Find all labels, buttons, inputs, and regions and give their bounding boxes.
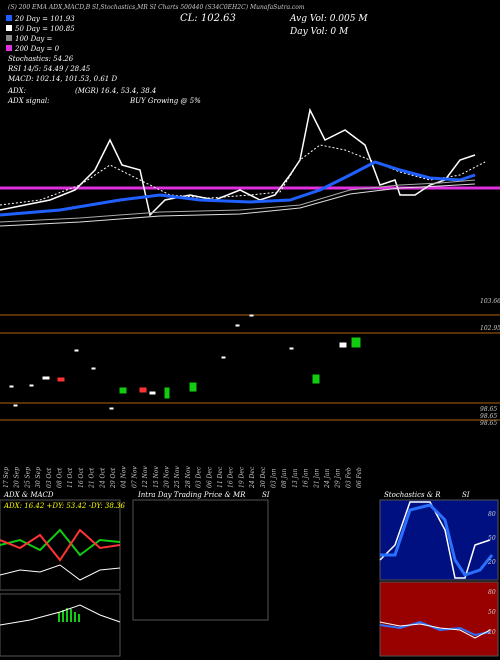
macd-panel [0, 593, 121, 657]
stoch-tick: 20 [487, 559, 496, 566]
date-label: 21 Jan [313, 468, 320, 489]
rsi-tick: 20 [487, 629, 496, 636]
date-label: 16 Jan [303, 468, 310, 488]
macd: MACD: 102.14, 101.53, 0.61 D [7, 75, 117, 83]
date-label: 16 Oct [78, 467, 85, 488]
stoch-k [379, 501, 491, 579]
adx: ADX: [7, 87, 26, 95]
stoch: Stochastics: 54.26 [8, 55, 74, 63]
date-label: 24 Oct [99, 467, 106, 489]
legend-swatch [6, 45, 12, 51]
rsi: RSI 14/5: 54.49 / 28.45 [7, 65, 91, 73]
stoch-title: Stochastics & R [384, 491, 441, 499]
date-label: 25 Nov [174, 466, 181, 489]
intra-si: SI [262, 491, 270, 499]
date-axis: 17 Sep 20 Sep 25 Sep 30 Sep 03 Oct 08 Oct 11 O… [3, 466, 363, 489]
date-label: 11 Oct [67, 467, 74, 488]
adx-values: (MGR) 16.4, 53.4, 38.4 [75, 87, 156, 95]
date-label: 17 Sep [3, 467, 10, 488]
plus-di [0, 528, 121, 557]
date-label: 06 Feb [356, 467, 363, 488]
date-label: 03 Dec [196, 466, 203, 488]
stoch-tick: 80 [488, 511, 496, 518]
ema20: 20 Day = 101.93 [14, 15, 75, 23]
candles [9, 314, 361, 410]
minus-di [0, 528, 121, 562]
price-label: 103.66 [480, 298, 500, 305]
day-vol: Day Vol: 0 M [289, 27, 349, 37]
adx-signal: BUY Growing @ 5% [129, 97, 201, 105]
date-label: 29 Jan [335, 468, 342, 489]
date-label: 03 Feb [345, 467, 352, 488]
date-label: 11 Dec [217, 466, 224, 488]
date-label: 30 Dec [260, 466, 267, 488]
ema100-line [0, 183, 476, 227]
date-label: 24 Dec [249, 466, 256, 489]
ema50: 50 Day = 100.85 [15, 25, 75, 33]
macd-line [0, 604, 121, 626]
date-label: 15 Nov [153, 466, 160, 488]
date-label: 03 Oct [46, 467, 53, 488]
price-line [0, 107, 476, 217]
date-label: 13 Jan [292, 468, 299, 488]
date-label: 25 Sep [24, 467, 31, 489]
panel-ticks: 80 50 20 80 50 20 [487, 511, 496, 636]
date-label: 08 Oct [57, 467, 64, 488]
rsi-tick: 50 [488, 609, 496, 616]
rsi-panel [379, 581, 499, 657]
chart-title: (S) 200 EMA ADX,MACD,B SI,Stochastics,MR… [8, 4, 305, 11]
date-label: 19 Dec [238, 466, 245, 488]
intra-panel [132, 499, 269, 621]
date-label: 20 Sep [14, 467, 21, 489]
date-label: 29 Oct [110, 467, 117, 489]
adx-line: ADX: 16.42 +DY: 53.42 -DY: 38.36 [3, 502, 125, 510]
date-label: 24 Jan [324, 468, 331, 489]
date-label: 16 Dec [228, 466, 235, 488]
stoch-tick: 50 [488, 535, 496, 542]
legend-swatch [6, 15, 12, 21]
date-label: 07 Nov [131, 466, 138, 488]
date-label: 08 Jan [281, 468, 288, 488]
date-label: 06 Dec [206, 466, 213, 488]
intra-title: Intra Day Trading Price & MR [137, 491, 246, 499]
ema50-line [0, 179, 476, 223]
avg-vol: Avg Vol: 0.005 M [289, 14, 368, 24]
adx-title: ADX & MACD [3, 491, 54, 499]
date-label: 03 Jan [271, 468, 278, 488]
date-label: 04 Nov [121, 466, 128, 488]
date-label: 21 Oct [89, 467, 96, 489]
rsi-line [379, 620, 491, 637]
adx-curve [0, 564, 121, 581]
adx-signal-label: ADX signal: [7, 97, 49, 105]
stoch-d [380, 503, 494, 577]
legend-swatch [6, 35, 12, 41]
price-label: 98.65 [480, 420, 497, 427]
ema100: 100 Day = [15, 35, 53, 43]
ema200: 200 Day = 0 [14, 45, 60, 53]
date-label: 12 Nov [142, 466, 149, 488]
stoch-si: SI [462, 491, 470, 499]
macd-histogram [58, 608, 80, 622]
price-label: 98.65 [480, 406, 497, 413]
ema20-line [0, 160, 476, 217]
rsi-line-2 [379, 621, 491, 639]
close: CL: 102.63 [180, 13, 236, 24]
date-label: 28 Nov [185, 466, 192, 489]
date-label: 30 Sep [35, 467, 42, 488]
price-label: 98.65 [480, 413, 497, 420]
price-label: 102.95 [480, 325, 500, 332]
ema-fast [0, 144, 486, 206]
adx-panel [0, 499, 121, 591]
rsi-tick: 80 [488, 589, 496, 596]
legend-swatch [6, 25, 12, 31]
date-label: 20 Nov [164, 466, 171, 489]
